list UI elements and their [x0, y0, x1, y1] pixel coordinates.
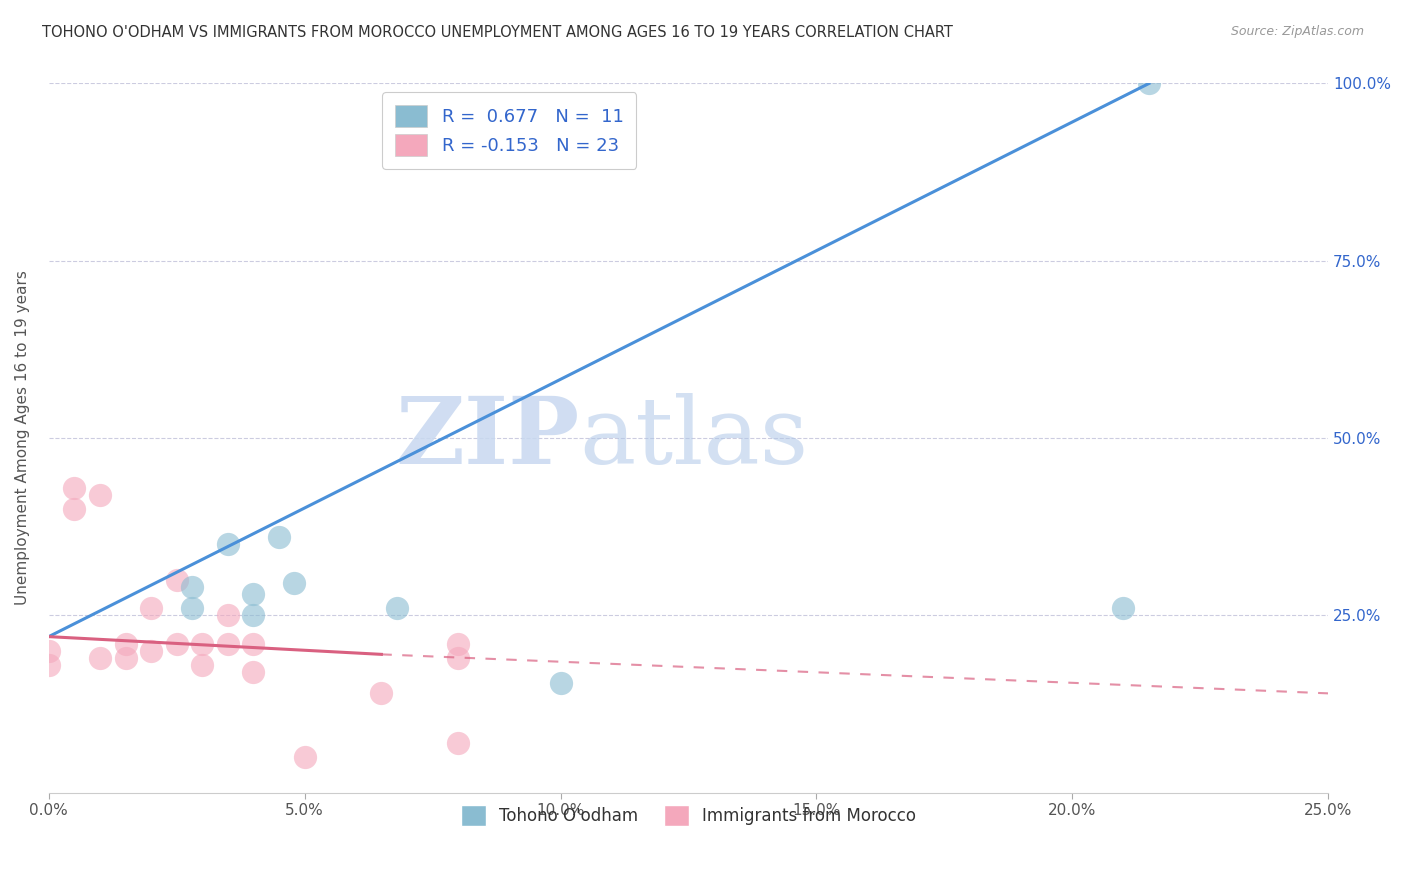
Legend: Tohono O'odham, Immigrants from Morocco: Tohono O'odham, Immigrants from Morocco [453, 797, 924, 834]
Point [38, 658, 60, 673]
Point [191, 637, 214, 651]
Point [38, 644, 60, 658]
Point [63, 481, 86, 495]
Point [89, 651, 111, 665]
Point [294, 750, 316, 764]
Point [217, 637, 239, 651]
Text: atlas: atlas [579, 393, 808, 483]
Point [181, 580, 204, 594]
Point [267, 530, 290, 544]
Point [385, 601, 408, 615]
Point [447, 651, 470, 665]
Point [217, 608, 239, 623]
Point [370, 686, 392, 700]
Point [166, 573, 188, 587]
Point [89, 488, 111, 502]
Text: Source: ZipAtlas.com: Source: ZipAtlas.com [1230, 25, 1364, 38]
Point [63, 502, 86, 516]
Y-axis label: Unemployment Among Ages 16 to 19 years: Unemployment Among Ages 16 to 19 years [15, 270, 30, 606]
Text: TOHONO O'ODHAM VS IMMIGRANTS FROM MOROCCO UNEMPLOYMENT AMONG AGES 16 TO 19 YEARS: TOHONO O'ODHAM VS IMMIGRANTS FROM MOROCC… [42, 25, 953, 40]
Point [242, 637, 264, 651]
Point [191, 658, 214, 673]
Point [1112, 601, 1135, 615]
Point [242, 665, 264, 679]
Point [139, 644, 162, 658]
Point [447, 736, 470, 750]
Text: ZIP: ZIP [395, 393, 579, 483]
Point [447, 637, 470, 651]
Point [550, 675, 572, 690]
Point [1137, 77, 1160, 91]
Point [114, 651, 136, 665]
Point [242, 608, 264, 623]
Point [283, 576, 305, 591]
Point [166, 637, 188, 651]
Point [217, 537, 239, 551]
Point [181, 601, 204, 615]
Point [139, 601, 162, 615]
Point [114, 637, 136, 651]
Point [242, 587, 264, 601]
